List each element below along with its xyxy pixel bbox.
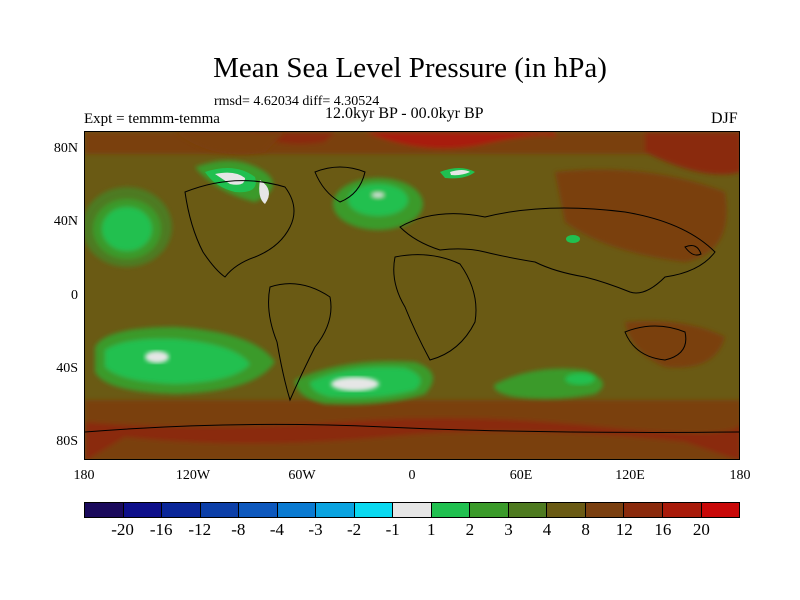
lon-label-60w: 60W [288, 468, 316, 483]
season-label: DJF [711, 110, 738, 127]
colorbar-swatch [354, 503, 394, 517]
colorbar-swatch [85, 503, 124, 517]
colorbar-label: 16 [654, 520, 672, 539]
colorbar-label: -4 [269, 520, 285, 539]
colorbar-label: -3 [308, 520, 323, 539]
lat-label-40s: 40S [56, 361, 78, 376]
lat-label-0: 0 [71, 288, 78, 303]
colorbar-swatch [239, 503, 278, 517]
lon-label-120e: 120E [615, 468, 645, 483]
colorbar-label: 4 [542, 520, 552, 539]
colorbar-label: -16 [149, 520, 173, 539]
colorbar-swatch [200, 503, 240, 517]
colorbar-swatch [393, 503, 432, 517]
colorbar-swatch [662, 503, 702, 517]
colorbar-swatch [701, 503, 740, 517]
colorbar-label: -2 [347, 520, 362, 539]
chart-title: Mean Sea Level Pressure (in hPa) [213, 52, 607, 84]
lon-label-180e: 180 [729, 468, 751, 483]
continental-highs [175, 132, 727, 368]
lon-label-60e: 60E [509, 468, 533, 483]
colorbar-label: -1 [385, 520, 400, 539]
colorbar-label: -12 [188, 520, 212, 539]
colorbar-swatch [585, 503, 625, 517]
colorbar-swatch [624, 503, 663, 517]
stats-text: rmsd= 4.62034 diff= 4.30524 [214, 94, 380, 109]
north-pacific-low [85, 187, 172, 267]
colorbar-swatch [508, 503, 548, 517]
experiment-label: Expt = temmm-temma [84, 111, 220, 127]
lat-label-80n: 80N [53, 141, 78, 156]
colorbar-swatch [123, 503, 163, 517]
colorbar-swatch [470, 503, 509, 517]
southern-ocean-band [85, 400, 739, 459]
colorbar-swatch [431, 503, 471, 517]
lon-label-0: 0 [408, 468, 416, 483]
colorbar-label: 12 [615, 520, 633, 539]
colorbar-label: 20 [692, 520, 710, 539]
colorbar-label: -8 [231, 520, 246, 539]
colorbar-label: 1 [427, 520, 436, 539]
colorbar [84, 502, 740, 518]
colorbar-label: 2 [465, 520, 475, 539]
colorbar-swatch [277, 503, 317, 517]
lon-label-180w: 180 [73, 468, 95, 483]
colorbar-swatch [547, 503, 586, 517]
colorbar-label: -20 [111, 520, 134, 539]
map-panel [84, 131, 740, 460]
period-label: 12.0kyr BP - 00.0kyr BP [325, 105, 484, 122]
pressure-map [85, 132, 739, 459]
colorbar-label: 8 [581, 520, 590, 539]
colorbar-label: 3 [504, 520, 513, 539]
lat-label-80s: 80S [56, 434, 78, 449]
southern-lows-cores [145, 351, 595, 391]
lon-label-120w: 120W [175, 468, 211, 483]
southern-lows [95, 327, 603, 405]
colorbar-swatch [162, 503, 201, 517]
lat-label-40n: 40N [53, 214, 78, 229]
colorbar-swatch [316, 503, 355, 517]
coastlines [85, 166, 739, 433]
